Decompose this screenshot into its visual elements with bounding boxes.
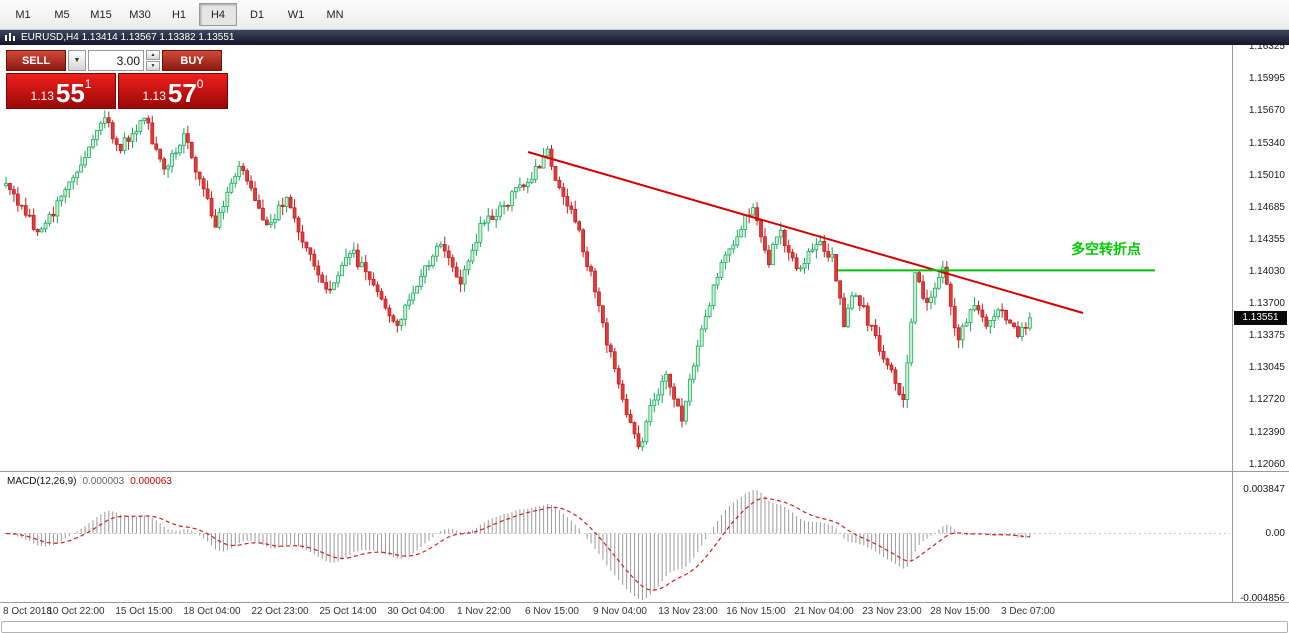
macd-axis-zero: 0.00 [1265,528,1285,539]
current-price-badge: 1.13551 [1234,310,1287,325]
macd-indicator-label: MACD(12,26,9) 0.000003 0.000063 [7,476,172,487]
time-axis-label: 1 Nov 22:00 [457,606,511,617]
pivot-annotation: 多空转折点 [1071,241,1141,257]
macd-signal-line [5,497,1030,591]
macd-histogram [9,490,1031,600]
price-axis-label: 1.15670 [1248,105,1285,117]
timeframe-w1[interactable]: W1 [287,8,305,21]
price-axis-label: 1.13045 [1248,362,1285,374]
price-axis-label: 1.15340 [1248,137,1285,149]
timeframe-m5[interactable]: M5 [54,8,70,21]
time-axis-label: 16 Nov 15:00 [726,606,786,617]
timeframe-toolbar: M1 M5 M15 M30 H1 H4 D1 W1 MN [0,0,1289,30]
sell-price-sup: 1 [84,77,92,91]
buy-price-main: 57 [167,78,197,108]
time-axis-label: 10 Oct 22:00 [47,606,105,617]
time-axis-label: 23 Nov 23:00 [862,606,922,617]
chart-title: EURUSD,H4 1.13414 1.13567 1.13382 1.1355… [21,31,235,43]
time-axis-label: 3 Dec 07:00 [1001,606,1055,617]
timeframe-h1[interactable]: H1 [171,8,187,21]
lot-spinner: ▲ ▼ [146,50,160,71]
price-axis-label: 1.13700 [1248,298,1285,310]
one-click-trading-panel: SELL ▼ ▲ ▼ BUY 1.13 55 1 1.13 57 0 [6,50,228,109]
lot-increase-button[interactable]: ▲ [146,50,160,60]
macd-axis-top: 0.003847 [1243,484,1285,495]
buy-price-prefix: 1.13 [142,89,166,103]
time-axis-label: 18 Oct 04:00 [183,606,241,617]
chart-window-titlebar: EURUSD,H4 1.13414 1.13567 1.13382 1.1355… [0,29,1289,45]
timeframe-m1[interactable]: M1 [15,8,31,21]
price-axis-label: 1.14030 [1248,265,1285,277]
price-axis-label: 1.14355 [1248,234,1285,246]
timeframe-m15[interactable]: M15 [90,8,112,21]
sell-price-prefix: 1.13 [30,89,54,103]
price-axis-label: 1.14685 [1248,201,1285,213]
time-axis-label: 13 Nov 23:00 [658,606,718,617]
chevron-down-icon: ▼ [73,57,81,64]
price-axis-label: 1.15010 [1248,169,1285,181]
price-axis-label: 1.15995 [1248,73,1285,85]
timeframe-mn[interactable]: MN [326,8,344,21]
time-axis-label: 22 Oct 23:00 [251,606,309,617]
time-axis-label: 6 Nov 15:00 [525,606,579,617]
time-axis-label: 8 Oct 2018 [3,606,52,617]
buy-price-sup: 0 [196,77,204,91]
trendline[interactable] [527,151,1084,314]
price-axis-label: 1.13375 [1248,330,1285,342]
macd-axis-bottom: -0.004856 [1239,593,1285,604]
price-axis-label: 1.12060 [1248,458,1285,470]
timeframe-h4[interactable]: H4 [199,3,237,26]
buy-price-button[interactable]: 1.13 57 0 [118,73,228,109]
candlestick-series [4,110,1032,452]
price-axis-label: 1.12720 [1248,394,1285,406]
macd-name: MACD(12,26,9) [7,476,77,487]
timeframe-m30[interactable]: M30 [129,8,151,21]
sell-button[interactable]: SELL [6,50,66,71]
time-axis-label: 15 Oct 15:00 [115,606,173,617]
lot-size-input[interactable] [88,50,144,71]
sell-price-button[interactable]: 1.13 55 1 [6,73,116,109]
price-axis-label: 1.12390 [1248,426,1285,438]
macd-main-value: 0.000003 [82,476,125,487]
chart-icon [5,33,15,41]
timeframe-d1[interactable]: D1 [249,8,265,21]
lot-decrease-button[interactable]: ▼ [146,61,160,71]
macd-signal-value: 0.000063 [130,476,172,487]
time-axis-label: 25 Oct 14:00 [319,606,377,617]
lot-dropdown-button[interactable]: ▼ [68,50,86,71]
bottom-scrollbar[interactable] [1,621,1288,633]
time-axis-label: 30 Oct 04:00 [387,606,445,617]
buy-button[interactable]: BUY [162,50,222,71]
time-axis-label: 9 Nov 04:00 [593,606,647,617]
time-axis-label: 28 Nov 15:00 [930,606,990,617]
price-axis-label: 1.16325 [1248,41,1285,52]
sell-price-main: 55 [55,78,85,108]
time-axis-label: 21 Nov 04:00 [794,606,854,617]
